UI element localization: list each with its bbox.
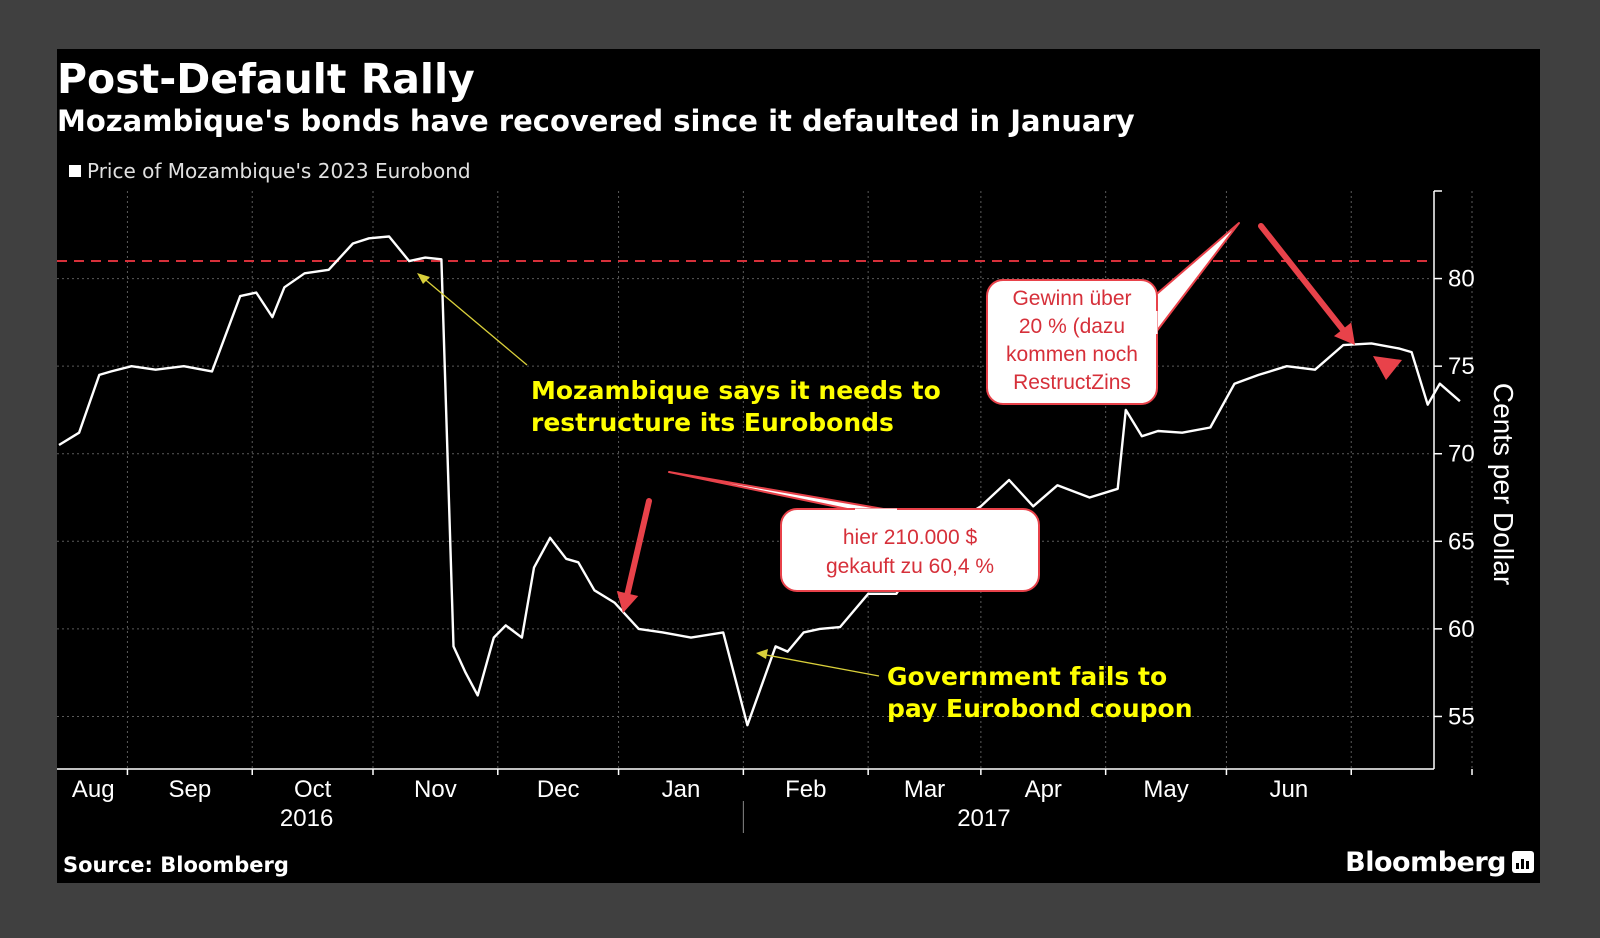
x-tick-label: Sep: [168, 776, 211, 803]
grid: [57, 191, 1473, 769]
legend-swatch: [69, 165, 81, 177]
annotation-restructure: Mozambique says it needs to: [531, 376, 941, 405]
y-tick-label: 75: [1448, 353, 1475, 380]
y-tick-label: 55: [1448, 703, 1475, 730]
callout-purchase-tail: [668, 471, 896, 512]
annotation-restructure: restructure its Eurobonds: [531, 408, 894, 437]
annotation-pointer: [760, 653, 880, 677]
annotation-arrowhead: [417, 273, 430, 284]
price-series-line: [58, 235, 1461, 727]
annotation-arrowhead: [756, 649, 768, 659]
callout-profit-text: RestructZins: [1013, 371, 1131, 394]
annotations: Mozambique says it needs to restructure i…: [417, 222, 1402, 723]
annotation-coupon: pay Eurobond coupon: [887, 694, 1193, 723]
line-chart: 55 60 65 70 75 80 Aug Sep Oct Nov Dec Jan Feb Mar Apr M…: [57, 190, 1519, 833]
x-tick-label: Oct: [294, 776, 332, 803]
x-tick-label: Nov: [414, 776, 457, 803]
y-tick-label: 80: [1448, 266, 1475, 293]
brand-text: Bloomberg: [1345, 847, 1506, 878]
buy-arrow-head: [616, 591, 639, 613]
callout-profit-text: 20 % (dazu: [1019, 315, 1125, 338]
chart-frame: Post-Default Rally Mozambique's bonds ha…: [57, 49, 1540, 883]
y-tick-label: 60: [1448, 616, 1475, 643]
bloomberg-terminal-icon: [1512, 851, 1534, 873]
callout-profit-text: Gewinn über: [1012, 287, 1131, 310]
annotation-pointer: [420, 275, 528, 366]
annotation-coupon: Government fails to: [887, 662, 1167, 691]
buy-arrow: [624, 498, 652, 597]
y-tick-label: 70: [1448, 441, 1475, 468]
x-tick-label: Jan: [662, 776, 701, 803]
callout-purchase-box: [780, 508, 1040, 592]
profit-arrow-head: [1333, 322, 1355, 345]
small-arrowhead: [1373, 356, 1402, 380]
year-label: 2016: [280, 805, 333, 832]
brand-logo: Bloomberg: [1345, 847, 1534, 878]
x-tick-label: Jun: [1269, 776, 1308, 803]
callout-profit-box: [986, 279, 1158, 405]
legend: Price of Mozambique's 2023 Eurobond: [69, 159, 471, 183]
y-tick-label: 65: [1448, 528, 1475, 555]
x-tick-label: May: [1143, 776, 1188, 803]
x-tick-label: Apr: [1025, 776, 1062, 803]
legend-label: Price of Mozambique's 2023 Eurobond: [87, 159, 471, 183]
axes: 55 60 65 70 75 80 Aug Sep Oct Nov Dec Jan Feb Mar Apr M…: [57, 190, 1519, 833]
callout-purchase-text: hier 210.000 $: [843, 526, 978, 549]
callout-profit-text: kommen noch: [1006, 343, 1138, 366]
x-tick-label: Feb: [785, 776, 826, 803]
y-axis-title: Cents per Dollar: [1488, 383, 1519, 585]
source-label: Source: Bloomberg: [63, 853, 289, 877]
chart-title: Post-Default Rally: [57, 55, 475, 103]
x-tick-label: Aug: [72, 776, 115, 803]
year-label: 2017: [957, 805, 1010, 832]
callout-purchase-text: gekauft zu 60,4 %: [826, 555, 994, 578]
profit-arrow: [1258, 223, 1346, 333]
chart-subtitle: Mozambique's bonds have recovered since …: [57, 104, 1135, 138]
x-tick-label: Mar: [904, 776, 945, 803]
x-tick-label: Dec: [537, 776, 580, 803]
